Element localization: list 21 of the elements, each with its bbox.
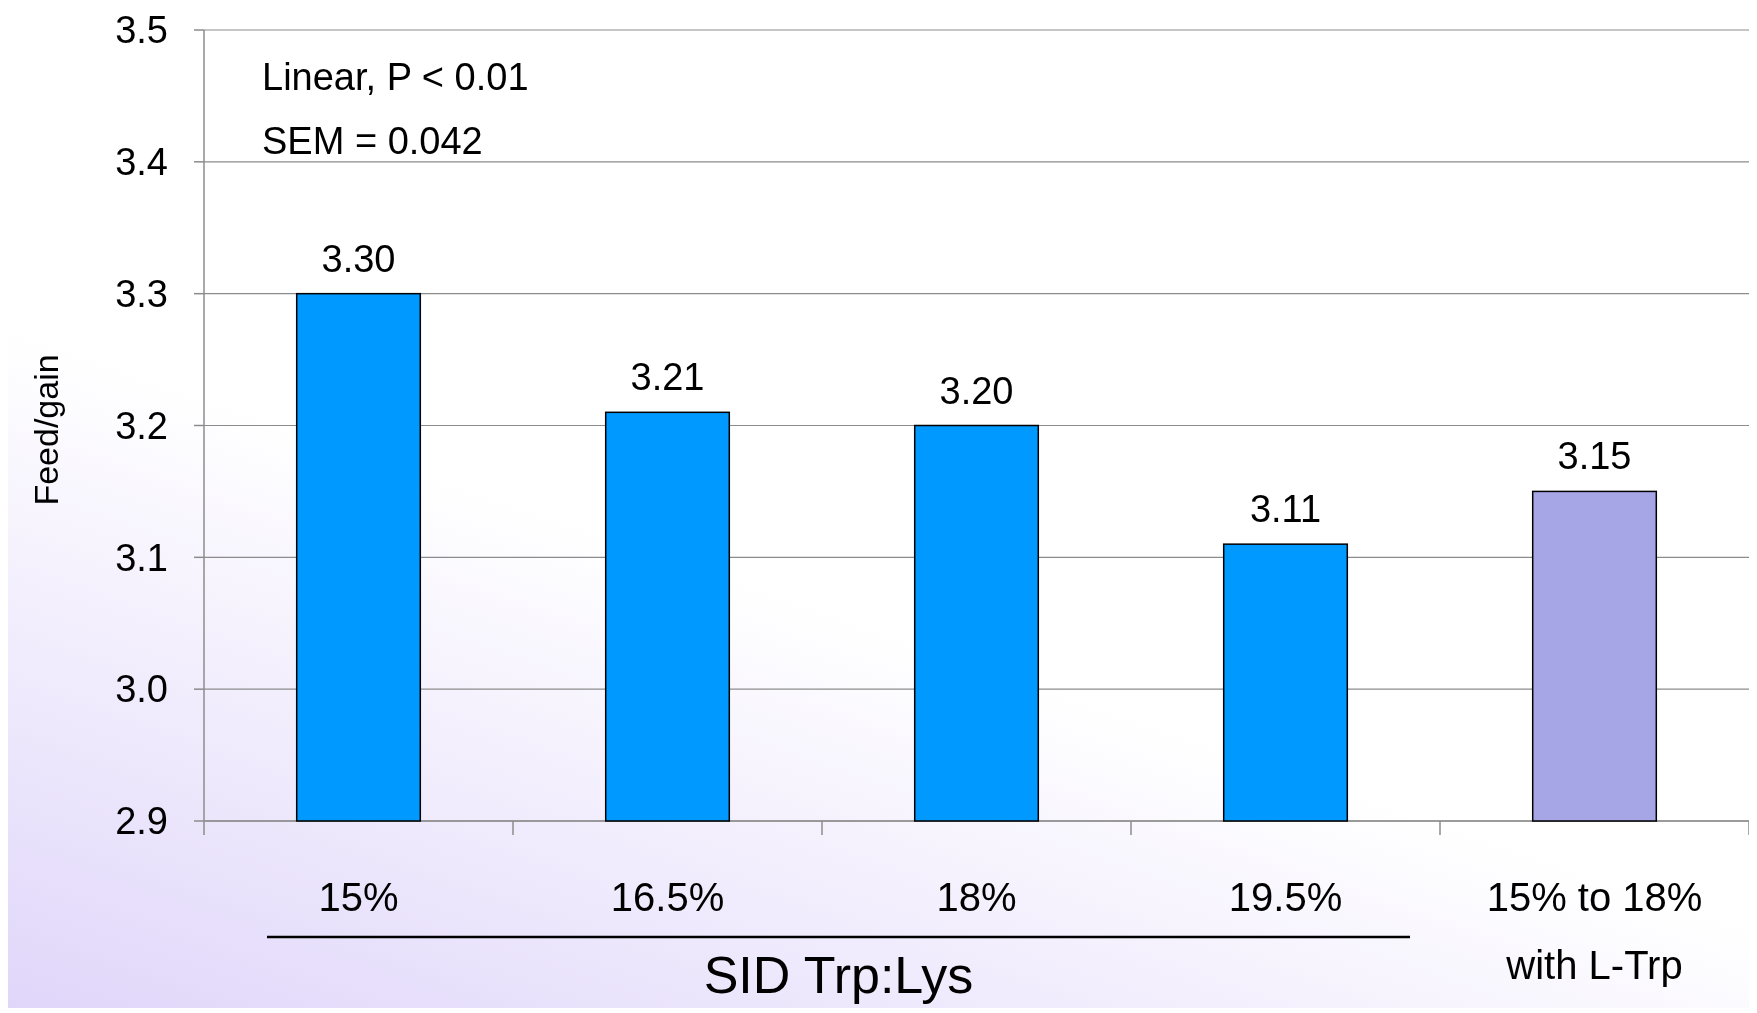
- x-axis-title: SID Trp:Lys: [703, 946, 974, 1004]
- data-label: 3.15: [1557, 435, 1632, 478]
- x-tick-label: 18%: [936, 875, 1017, 919]
- y-axis-title: Feed/gain: [27, 354, 65, 506]
- x-tick-label: 15% to 18% with L-Trp: [1486, 875, 1703, 987]
- data-label: 3.21: [630, 356, 705, 399]
- text: 2.9: [115, 800, 168, 843]
- annotation: Linear, P < 0.01: [262, 56, 529, 98]
- text: 3.3: [115, 272, 168, 315]
- text: 3.2: [115, 404, 168, 447]
- x-tick-label: 16.5%: [610, 875, 725, 919]
- annotation: SEM = 0.042: [262, 120, 483, 162]
- x-tick-label: 15%: [318, 875, 399, 919]
- data-label: 3.30: [321, 237, 396, 280]
- text: 3.1: [115, 536, 168, 579]
- x-tick-label: 19.5%: [1228, 875, 1343, 919]
- text: 3.0: [115, 668, 168, 711]
- data-label: 3.20: [939, 369, 1014, 412]
- data-label: 3.11: [1249, 488, 1322, 531]
- text: 3.5: [115, 9, 168, 52]
- text: 3.4: [115, 141, 168, 184]
